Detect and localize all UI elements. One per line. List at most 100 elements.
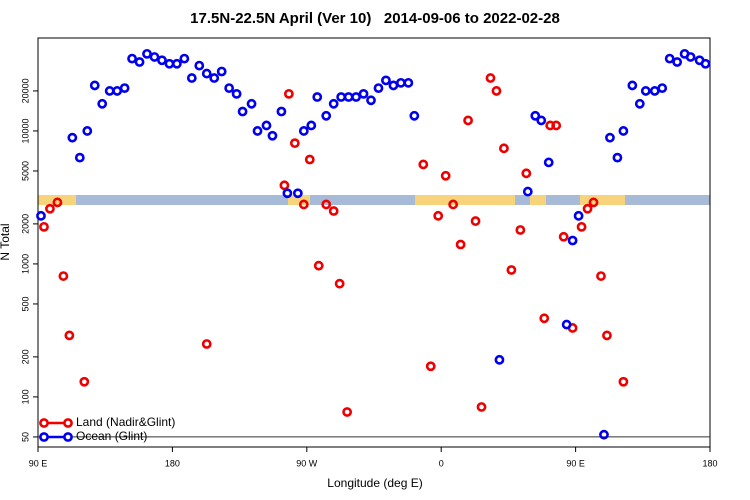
point [321, 199, 332, 210]
point [499, 143, 509, 154]
point [279, 180, 290, 191]
point [186, 73, 197, 83]
point [672, 57, 683, 67]
point [455, 239, 466, 250]
point [491, 86, 502, 96]
point [602, 330, 612, 341]
point [448, 199, 459, 210]
point [463, 115, 473, 126]
x-axis-label: Longitude (deg E) [327, 476, 422, 490]
x-tick-label: 90 W [296, 458, 318, 468]
point [39, 221, 49, 232]
y-tick-label: 10000 [20, 118, 30, 143]
point [521, 168, 532, 179]
point [470, 216, 481, 226]
mask-land [580, 195, 625, 205]
point [58, 271, 69, 281]
x-tick-label: 90 E [566, 458, 585, 468]
point [409, 110, 420, 121]
point [558, 231, 569, 242]
point [74, 152, 85, 163]
series [39, 73, 629, 417]
point [627, 80, 638, 91]
point [543, 157, 554, 168]
point [261, 120, 272, 131]
point [246, 98, 257, 109]
mask-land [530, 195, 546, 205]
point [216, 66, 227, 77]
point [573, 210, 584, 221]
point [588, 197, 599, 208]
point [582, 203, 593, 214]
point [351, 92, 361, 102]
point [515, 225, 526, 235]
point [506, 265, 517, 275]
point [425, 361, 436, 372]
chart-title: 17.5N-22.5N April (Ver 10) 2014-09-06 to… [190, 10, 560, 27]
point [485, 73, 496, 83]
point [618, 376, 629, 387]
point [561, 319, 572, 330]
point [282, 188, 293, 199]
point [89, 80, 100, 91]
point [612, 152, 623, 163]
point [171, 58, 182, 69]
x-tick-label: 180 [702, 458, 717, 468]
point [312, 92, 323, 102]
point [149, 52, 160, 62]
point [366, 95, 376, 106]
point [328, 98, 339, 109]
point [618, 126, 629, 136]
point [127, 53, 137, 64]
point [440, 170, 451, 181]
point [289, 138, 300, 149]
point [52, 197, 63, 208]
mask-land [288, 195, 310, 205]
point [596, 271, 606, 281]
point [304, 154, 315, 165]
point [119, 83, 130, 93]
point [97, 98, 108, 109]
x-tick-label: 180 [165, 458, 180, 468]
point [640, 86, 651, 96]
point [403, 77, 414, 88]
y-tick-label: 1000 [20, 254, 30, 274]
y-tick-label: 500 [20, 296, 30, 311]
legend-label: Ocean (Glint) [76, 429, 147, 443]
point [82, 126, 93, 136]
point [530, 110, 541, 121]
legend-marker [63, 432, 73, 442]
y-axis-label: N Total [0, 223, 12, 260]
point [328, 206, 339, 216]
plot-frame [37, 37, 711, 448]
legend-marker [63, 418, 73, 428]
point [267, 130, 278, 141]
point [292, 188, 303, 199]
point [599, 429, 609, 440]
point [179, 53, 190, 64]
point [418, 159, 429, 170]
point [142, 48, 152, 59]
point [224, 83, 235, 93]
point [231, 88, 242, 99]
point [321, 110, 332, 121]
point [551, 120, 562, 131]
point [685, 52, 696, 62]
point [342, 407, 353, 417]
point [539, 313, 550, 324]
point [634, 98, 645, 109]
point [433, 210, 444, 221]
point [306, 120, 317, 131]
point [252, 126, 263, 136]
x-tick-label: 90 E [29, 458, 48, 468]
point [201, 68, 212, 79]
point [209, 73, 220, 83]
point [522, 186, 533, 197]
point [157, 55, 167, 66]
mask-ocean [38, 195, 710, 205]
point [276, 106, 287, 117]
point [201, 339, 212, 349]
point [536, 115, 547, 126]
